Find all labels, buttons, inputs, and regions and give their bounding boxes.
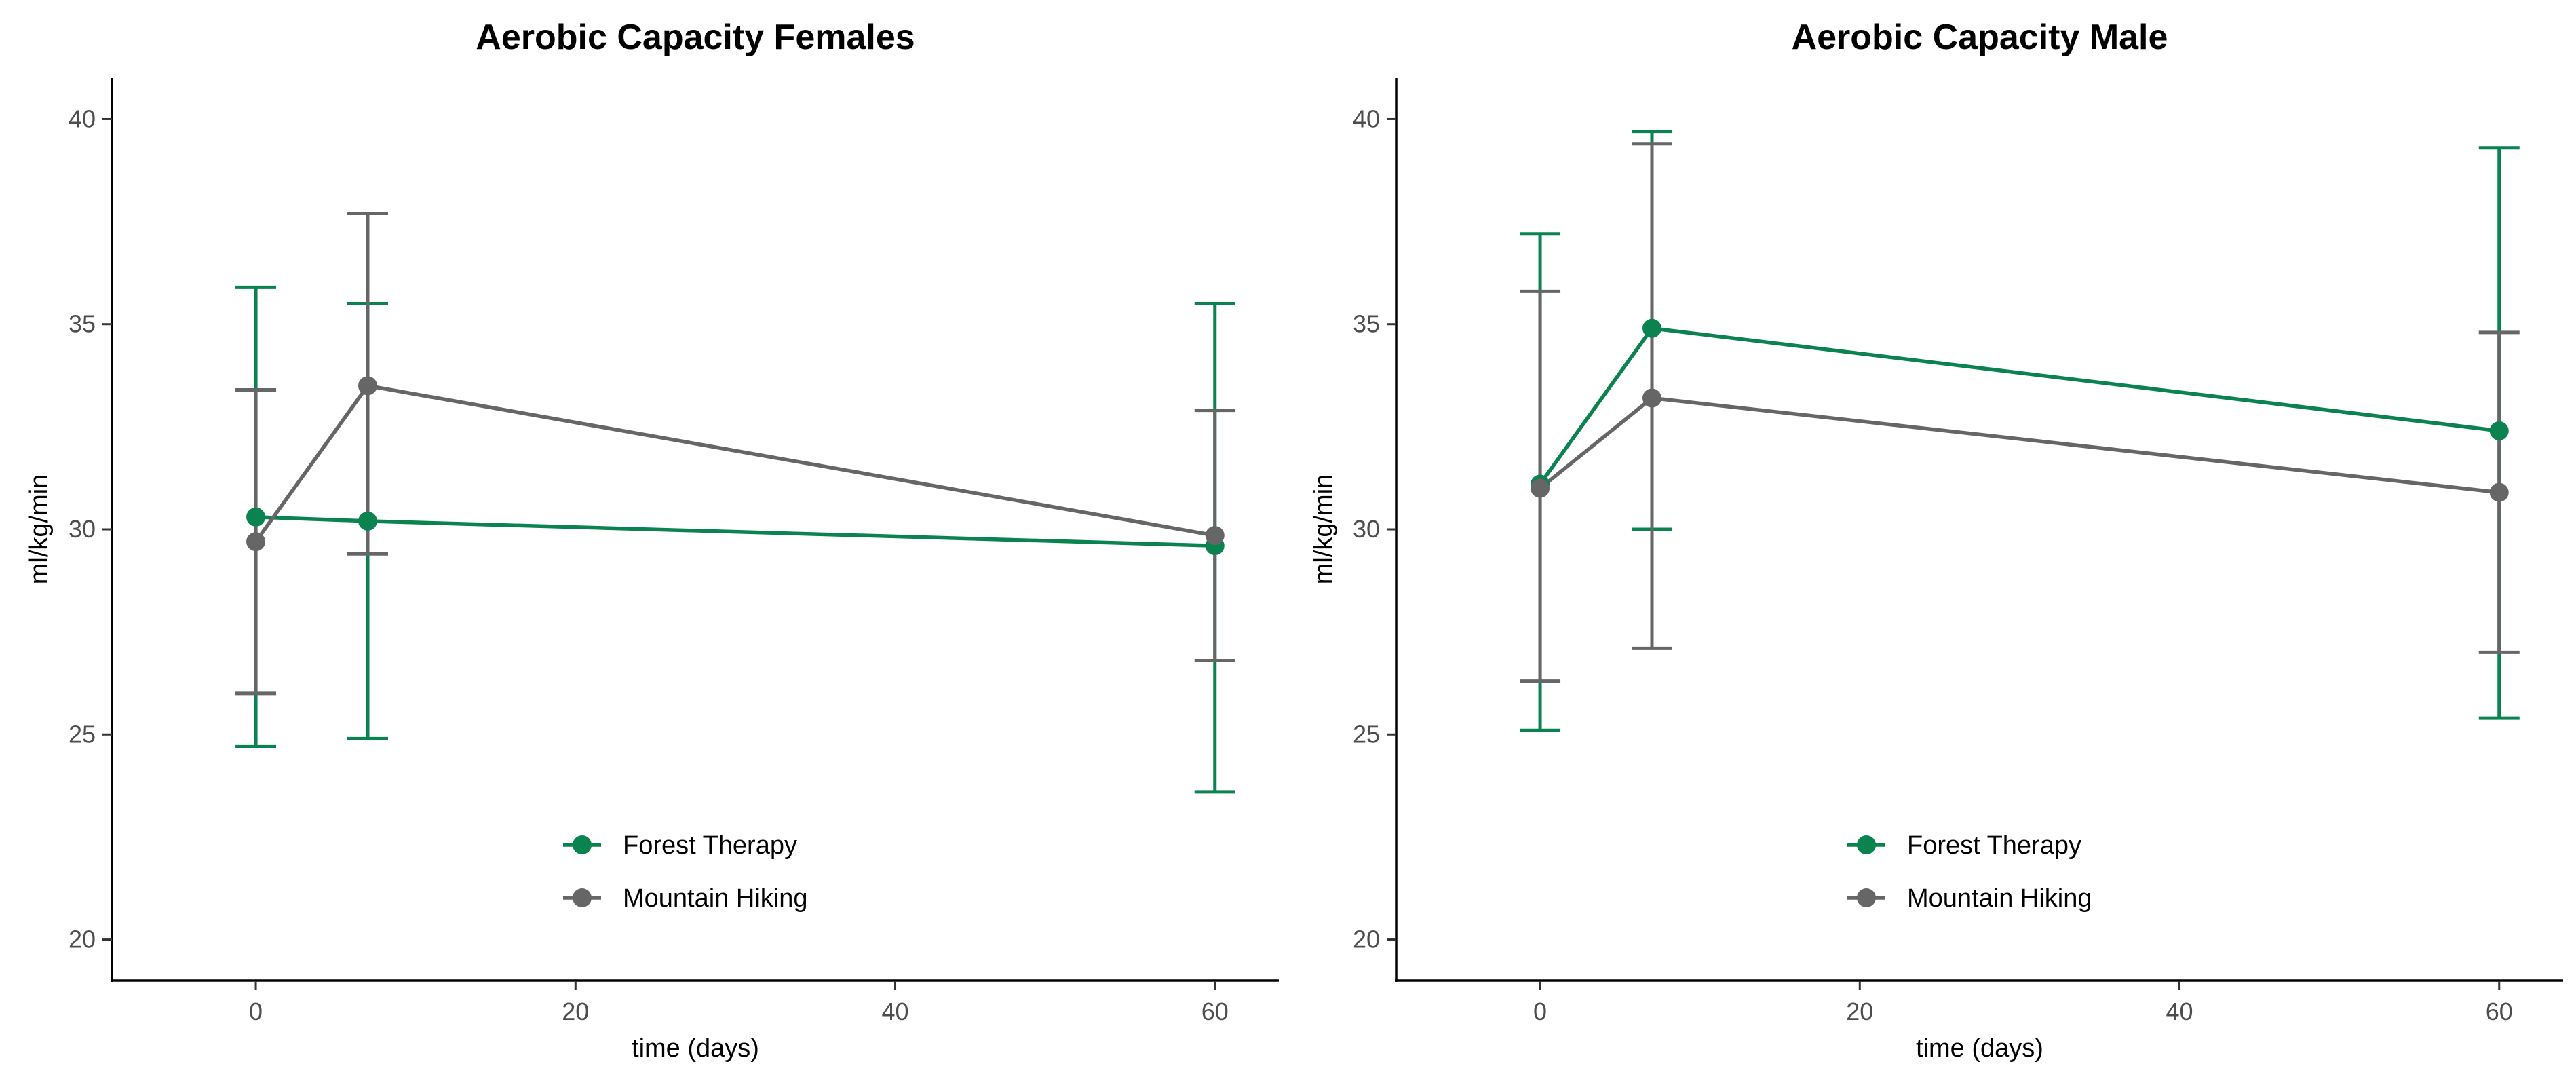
series-1-line (254, 383, 1216, 543)
series-1-point (246, 532, 266, 552)
series-1-point (2489, 482, 2509, 502)
legend-label: Forest Therapy (623, 831, 797, 860)
legend-key-point (1857, 835, 1876, 854)
x-tick-label: 20 (562, 998, 589, 1025)
chart-title: Aerobic Capacity Male (1792, 18, 2168, 57)
y-axis-label: ml/kg/min (25, 474, 54, 585)
series-0-errorbars (235, 285, 1235, 794)
x-tick-label: 60 (1202, 998, 1229, 1025)
series-0-line (255, 515, 1215, 548)
y-tick-label: 30 (69, 515, 96, 543)
y-tick-label: 25 (1353, 720, 1380, 748)
y-tick-label: 20 (1353, 926, 1380, 953)
legend-key-point (1857, 888, 1876, 907)
series-1-errorbars (235, 212, 1235, 696)
series-0-point (2489, 421, 2509, 440)
x-axis-label: time (days) (1916, 1034, 2043, 1063)
series-1-point (358, 376, 377, 396)
legend: Forest Therapy Mountain Hiking (563, 831, 807, 913)
x-tick-label: 0 (1533, 998, 1547, 1025)
series-1-errorbars (1520, 142, 2520, 683)
series-1-point (1531, 478, 1550, 498)
x-tick-label: 20 (1846, 998, 1873, 1025)
y-axis-label: ml/kg/min (1309, 474, 1338, 585)
chart-title: Aerobic Capacity Females (476, 18, 915, 57)
legend-key-point (573, 888, 592, 907)
panel-males: Aerobic Capacity Male 20 25 30 35 40 0 20 40 60 ti… (1309, 18, 2563, 1063)
series-0-point (358, 511, 377, 531)
x-tick-label: 40 (2166, 998, 2193, 1025)
y-tick-label: 20 (69, 926, 96, 953)
series-0-line (1538, 326, 2500, 486)
series-1-point (1642, 388, 1661, 408)
panel-females: Aerobic Capacity Females 20 25 30 35 40 0 20 40 6… (25, 18, 1279, 1063)
legend: Forest Therapy Mountain Hiking (1847, 831, 2092, 913)
x-tick-label: 40 (881, 998, 908, 1025)
series-0-point (1642, 318, 1661, 338)
y-tick-label: 30 (1353, 515, 1380, 543)
series-0-errorbars (1520, 130, 2520, 732)
legend-label: Mountain Hiking (623, 884, 807, 913)
legend-label: Forest Therapy (1907, 831, 2081, 860)
y-tick-label: 35 (1353, 310, 1380, 338)
x-tick-label: 60 (2486, 998, 2513, 1025)
legend-key-point (573, 835, 592, 854)
legend-label: Mountain Hiking (1907, 884, 2092, 913)
x-tick-label: 0 (249, 998, 263, 1025)
series-1-point (1205, 526, 1225, 546)
y-tick-label: 25 (69, 720, 96, 748)
series-0-point (246, 507, 266, 527)
x-axis-label: time (days) (632, 1034, 759, 1063)
y-tick-label: 35 (69, 310, 96, 338)
y-tick-label: 40 (1353, 105, 1380, 132)
y-tick-label: 40 (69, 105, 96, 132)
